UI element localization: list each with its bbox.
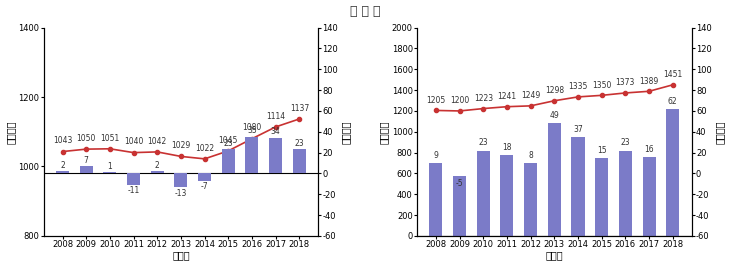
Y-axis label: （万人）: （万人） — [379, 120, 389, 144]
Bar — [80, 166, 93, 173]
Bar — [293, 149, 306, 173]
Bar — [104, 172, 116, 173]
Text: 1114: 1114 — [266, 112, 285, 121]
Text: 1241: 1241 — [497, 92, 517, 101]
Bar — [174, 173, 188, 187]
Text: 1350: 1350 — [592, 81, 612, 90]
Text: 49: 49 — [550, 111, 559, 120]
Bar — [595, 158, 608, 236]
Text: -11: -11 — [128, 186, 139, 196]
Y-axis label: （万人）: （万人） — [341, 120, 351, 144]
Text: 1080: 1080 — [242, 123, 261, 132]
Text: 62: 62 — [668, 97, 677, 106]
Text: 1249: 1249 — [521, 91, 540, 100]
Text: 1042: 1042 — [147, 137, 167, 146]
Text: － 女 －: － 女 － — [350, 5, 380, 18]
Text: 23: 23 — [478, 138, 488, 147]
Text: 1: 1 — [107, 162, 112, 171]
Text: 1223: 1223 — [474, 94, 493, 103]
Bar — [56, 171, 69, 173]
Bar — [269, 138, 283, 173]
Text: 16: 16 — [645, 145, 654, 154]
Text: 1298: 1298 — [545, 86, 564, 95]
X-axis label: （年）: （年） — [172, 251, 190, 260]
X-axis label: （年）: （年） — [545, 251, 563, 260]
Text: 1029: 1029 — [172, 141, 191, 150]
Text: 2: 2 — [155, 161, 160, 170]
Text: 1205: 1205 — [426, 96, 445, 105]
Text: 2: 2 — [60, 161, 65, 170]
Text: 23: 23 — [620, 138, 630, 147]
Text: 34: 34 — [271, 127, 280, 136]
Bar — [245, 137, 258, 173]
Text: 1045: 1045 — [218, 136, 238, 145]
Y-axis label: （万人）: （万人） — [715, 120, 724, 144]
Bar — [524, 163, 537, 236]
Bar — [429, 163, 442, 236]
Bar — [548, 123, 561, 236]
Text: 15: 15 — [597, 146, 607, 155]
Bar — [619, 151, 632, 236]
Text: 1043: 1043 — [53, 136, 72, 145]
Text: 1022: 1022 — [195, 144, 214, 153]
Text: 1373: 1373 — [615, 78, 635, 87]
Text: 37: 37 — [573, 125, 583, 134]
Text: -5: -5 — [456, 179, 464, 188]
Bar — [666, 109, 679, 236]
Text: 1051: 1051 — [100, 134, 120, 143]
Bar — [198, 173, 211, 181]
Bar — [501, 155, 513, 236]
Text: 1335: 1335 — [569, 82, 588, 91]
Bar — [572, 137, 585, 236]
Text: 7: 7 — [84, 156, 88, 165]
Text: 18: 18 — [502, 143, 512, 152]
Text: 9: 9 — [434, 151, 438, 160]
Bar — [222, 149, 235, 173]
Bar — [150, 171, 164, 173]
Y-axis label: （万人）: （万人） — [6, 120, 15, 144]
Bar — [642, 157, 656, 236]
Text: 1040: 1040 — [124, 137, 143, 146]
Bar — [453, 176, 466, 236]
Bar — [477, 151, 490, 236]
Text: 23: 23 — [294, 139, 304, 148]
Text: 1200: 1200 — [450, 96, 469, 105]
Text: 1389: 1389 — [639, 77, 658, 86]
Text: -7: -7 — [201, 182, 209, 191]
Bar — [127, 173, 140, 185]
Text: 1137: 1137 — [290, 104, 309, 113]
Text: 1451: 1451 — [663, 70, 683, 79]
Text: 23: 23 — [223, 139, 233, 148]
Text: 35: 35 — [247, 126, 257, 135]
Text: 8: 8 — [529, 151, 533, 160]
Text: 1050: 1050 — [77, 134, 96, 143]
Text: -13: -13 — [174, 189, 187, 198]
